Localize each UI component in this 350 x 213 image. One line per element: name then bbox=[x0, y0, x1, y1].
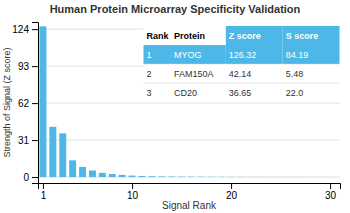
bar bbox=[188, 176, 195, 177]
bar bbox=[208, 176, 215, 177]
table-cell bbox=[283, 45, 340, 64]
x-tick-mark bbox=[330, 183, 331, 189]
y-tick-mark bbox=[32, 29, 38, 30]
grid-line bbox=[38, 103, 340, 104]
table-cell bbox=[144, 45, 171, 64]
bar bbox=[238, 176, 245, 177]
bar bbox=[39, 26, 46, 177]
table-text: 84.19 bbox=[286, 50, 309, 60]
bar bbox=[317, 176, 324, 177]
x-tick: 20 bbox=[226, 183, 238, 201]
x-tick-mark bbox=[231, 183, 232, 189]
table-text: Protein bbox=[174, 31, 205, 41]
x-tick-mark bbox=[43, 183, 44, 189]
bar bbox=[277, 176, 284, 177]
table-text: 22.0 bbox=[286, 88, 304, 98]
bar bbox=[79, 167, 86, 177]
table-text: 42.14 bbox=[229, 69, 252, 79]
table-row-separator bbox=[144, 64, 340, 65]
bar bbox=[307, 176, 314, 177]
chart: 11020300316293124Human Protein Microarra… bbox=[0, 0, 350, 213]
y-axis: 0 31 62 93 124 bbox=[12, 23, 38, 184]
bar bbox=[178, 176, 185, 177]
bar bbox=[109, 174, 116, 177]
y-tick: 0 bbox=[23, 172, 38, 183]
bar bbox=[99, 173, 106, 177]
bar bbox=[198, 176, 205, 177]
bar bbox=[267, 176, 274, 177]
grid-line bbox=[38, 140, 340, 141]
bar bbox=[158, 176, 165, 178]
y-tick-mark bbox=[32, 140, 38, 141]
table-text: 1 bbox=[147, 50, 152, 60]
y-tick-label: 124 bbox=[12, 24, 29, 35]
bar bbox=[168, 176, 175, 177]
x-tick: 1 bbox=[41, 183, 47, 201]
y-tick-mark bbox=[32, 103, 38, 104]
y-axis-title: Strength of Signal (Z score) bbox=[2, 47, 12, 157]
table: Rank Protein Z score S score 1 MYOG 126.32 84.1… bbox=[144, 26, 340, 102]
bar bbox=[218, 176, 225, 177]
bar bbox=[49, 127, 56, 177]
y-tick-label: 93 bbox=[18, 61, 30, 72]
x-tick-mark bbox=[132, 183, 133, 189]
x-tick: 10 bbox=[127, 183, 139, 201]
bar bbox=[257, 176, 264, 177]
x-axis: 1 10 20 30 bbox=[39, 183, 341, 201]
y-tick-mark bbox=[32, 66, 38, 67]
table-text: FAM150A bbox=[174, 69, 214, 79]
table-row-separator bbox=[144, 83, 340, 84]
table-cell bbox=[226, 26, 283, 45]
table-text: 2 bbox=[147, 69, 152, 79]
y-tick-label: 0 bbox=[23, 172, 29, 183]
bar bbox=[287, 176, 294, 177]
x-tick-label: 20 bbox=[226, 190, 238, 201]
bar bbox=[247, 176, 254, 177]
y-tick: 62 bbox=[18, 98, 38, 109]
y-tick-mark bbox=[32, 177, 38, 178]
table-text: 3 bbox=[147, 88, 152, 98]
bar bbox=[119, 175, 126, 177]
bar bbox=[139, 176, 146, 177]
table-text: Z score bbox=[229, 31, 261, 41]
grid bbox=[38, 29, 340, 177]
table-cell bbox=[171, 45, 226, 64]
table-text: Rank bbox=[147, 31, 170, 41]
bar bbox=[148, 176, 155, 178]
bar bbox=[228, 176, 235, 177]
x-axis-title: Signal Rank bbox=[162, 200, 217, 211]
y-tick: 124 bbox=[12, 24, 38, 35]
bar bbox=[59, 133, 66, 177]
x-axis-line bbox=[39, 184, 341, 190]
y-tick-label: 31 bbox=[18, 135, 30, 146]
table-cell bbox=[283, 26, 340, 45]
table-cell bbox=[226, 45, 283, 64]
x-tick-label: 30 bbox=[325, 190, 337, 201]
table-text: MYOG bbox=[174, 50, 202, 60]
y-tick: 93 bbox=[18, 61, 38, 72]
table-text: CD20 bbox=[174, 88, 197, 98]
table-background bbox=[144, 26, 340, 102]
table-text: 36.65 bbox=[229, 88, 252, 98]
title: Human Protein Microarray Specificity Val… bbox=[50, 3, 301, 15]
y-tick: 31 bbox=[18, 135, 38, 146]
table-text: S score bbox=[286, 31, 319, 41]
bar bbox=[327, 176, 334, 177]
table-text: 5.48 bbox=[286, 69, 304, 79]
bar bbox=[89, 170, 96, 177]
x-tick-label: 1 bbox=[41, 190, 47, 201]
bar bbox=[129, 176, 136, 177]
y-axis-line bbox=[32, 23, 39, 184]
table-text: 126.32 bbox=[229, 50, 257, 60]
bar bbox=[297, 176, 304, 177]
x-tick-label: 10 bbox=[127, 190, 139, 201]
y-tick-label: 62 bbox=[18, 98, 30, 109]
bar bbox=[69, 160, 76, 177]
x-tick: 30 bbox=[325, 183, 337, 201]
